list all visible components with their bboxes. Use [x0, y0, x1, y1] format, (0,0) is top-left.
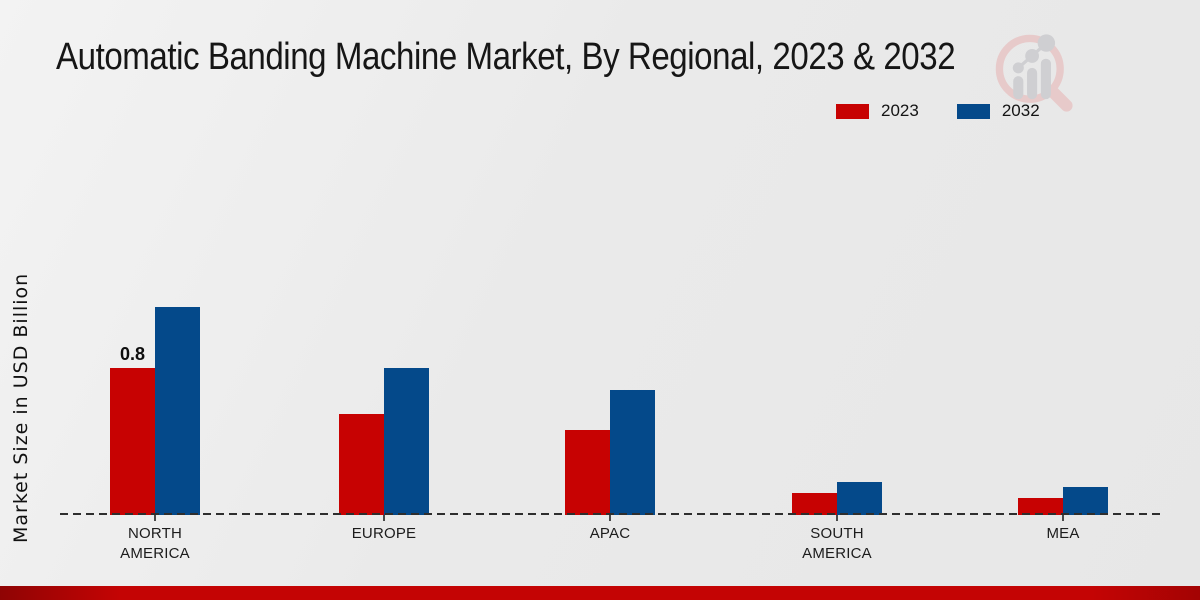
legend-swatch-icon	[836, 103, 869, 119]
bottom-accent-bar	[0, 586, 1200, 600]
x-axis-tick	[154, 515, 156, 521]
legend: 2023 2032	[836, 101, 1040, 121]
category-label-south-america: SOUTH AMERICA	[802, 525, 872, 562]
bar-value-label: 0.8	[119, 344, 146, 364]
x-axis-tick	[836, 515, 838, 521]
category-label-apac: APAC	[589, 525, 631, 542]
bar-2023-apac	[565, 430, 610, 515]
x-axis-tick	[1062, 515, 1064, 521]
x-axis-baseline	[60, 513, 1160, 515]
bar-2023-mea	[1018, 498, 1063, 515]
bar-2023-north-america	[110, 368, 155, 515]
legend-item-2032: 2032	[956, 101, 1040, 121]
category-label-mea: MEA	[1046, 525, 1080, 542]
legend-label: 2023	[881, 101, 919, 120]
category-label-north-america: NORTH AMERICA	[120, 525, 190, 562]
x-axis-tick	[609, 515, 611, 521]
bar-2023-europe	[339, 414, 384, 515]
bar-2023-south-america	[792, 493, 837, 515]
bar-2032-apac	[610, 390, 655, 515]
category-label-europe: EUROPE	[351, 525, 417, 542]
x-axis-tick	[383, 515, 385, 521]
bar-2032-europe	[384, 368, 429, 515]
legend-item-2023: 2023	[836, 101, 919, 121]
bar-2032-south-america	[837, 482, 882, 515]
bar-2032-north-america	[155, 307, 200, 515]
legend-label: 2032	[1001, 101, 1040, 120]
bar-2032-mea	[1063, 487, 1108, 515]
legend-swatch-icon	[956, 103, 990, 119]
chart-title: Automatic Banding Machine Market, By Reg…	[56, 36, 956, 78]
bar-chart-magnifier-watermark-icon	[995, 34, 1073, 112]
